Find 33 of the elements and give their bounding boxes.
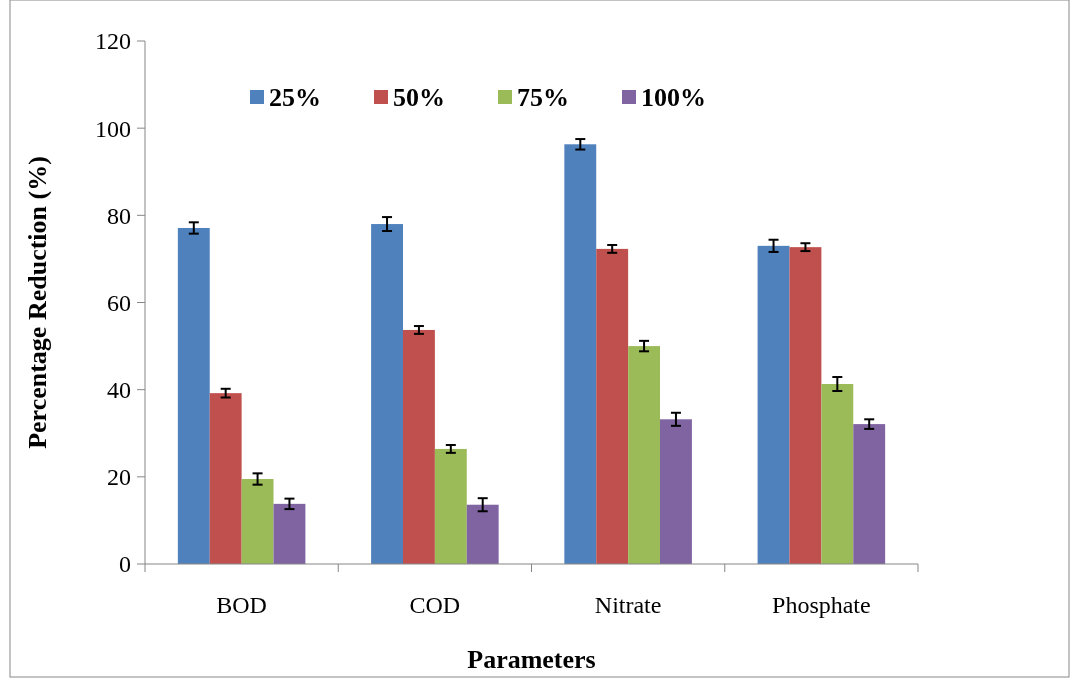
y-tick-label: 60	[107, 289, 131, 316]
legend-label: 75%	[517, 83, 569, 113]
bar	[241, 479, 274, 564]
bar	[757, 245, 790, 564]
y-tick-label: 120	[95, 28, 131, 55]
bar	[209, 393, 242, 564]
bar	[434, 448, 467, 564]
bar	[628, 346, 661, 564]
legend-label: 50%	[393, 83, 445, 113]
bar	[273, 503, 306, 564]
y-tick-label: 40	[107, 377, 131, 404]
x-tick-label: Phosphate	[772, 592, 871, 618]
x-tick-label: BOD	[216, 592, 267, 618]
y-tick-label: 20	[107, 464, 131, 491]
bar	[660, 419, 692, 564]
x-tick-label: Nitrate	[594, 592, 662, 618]
bar	[177, 227, 210, 564]
bar	[466, 504, 499, 564]
bar	[821, 384, 854, 564]
bar	[853, 424, 886, 564]
y-tick-label: 0	[119, 551, 131, 578]
legend-label: 25%	[269, 83, 321, 113]
x-tick-label: COD	[409, 592, 461, 618]
y-axis-title: Percentage Reduction (%)	[23, 156, 52, 449]
legend-label: 100%	[641, 83, 706, 113]
bar	[371, 224, 403, 564]
x-axis-title: Parameters	[467, 645, 596, 674]
bar	[564, 144, 597, 564]
bar	[789, 247, 822, 564]
y-tick-label: 100	[95, 115, 131, 142]
y-tick-label: 80	[107, 202, 131, 229]
bar	[596, 248, 629, 564]
bar	[402, 329, 435, 564]
